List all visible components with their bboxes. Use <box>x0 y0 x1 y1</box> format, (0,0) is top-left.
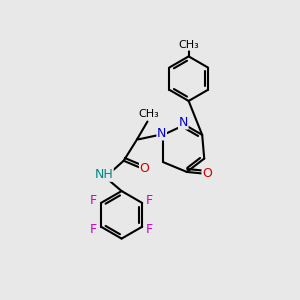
Text: F: F <box>90 223 97 236</box>
Text: CH₃: CH₃ <box>178 40 199 50</box>
Text: F: F <box>90 194 97 207</box>
Text: NH: NH <box>94 168 113 181</box>
Text: N: N <box>178 116 188 129</box>
Text: O: O <box>140 162 149 175</box>
Text: F: F <box>146 223 153 236</box>
Text: N: N <box>157 127 166 140</box>
Text: F: F <box>146 194 153 207</box>
Text: CH₃: CH₃ <box>139 109 159 119</box>
Text: O: O <box>202 167 212 180</box>
